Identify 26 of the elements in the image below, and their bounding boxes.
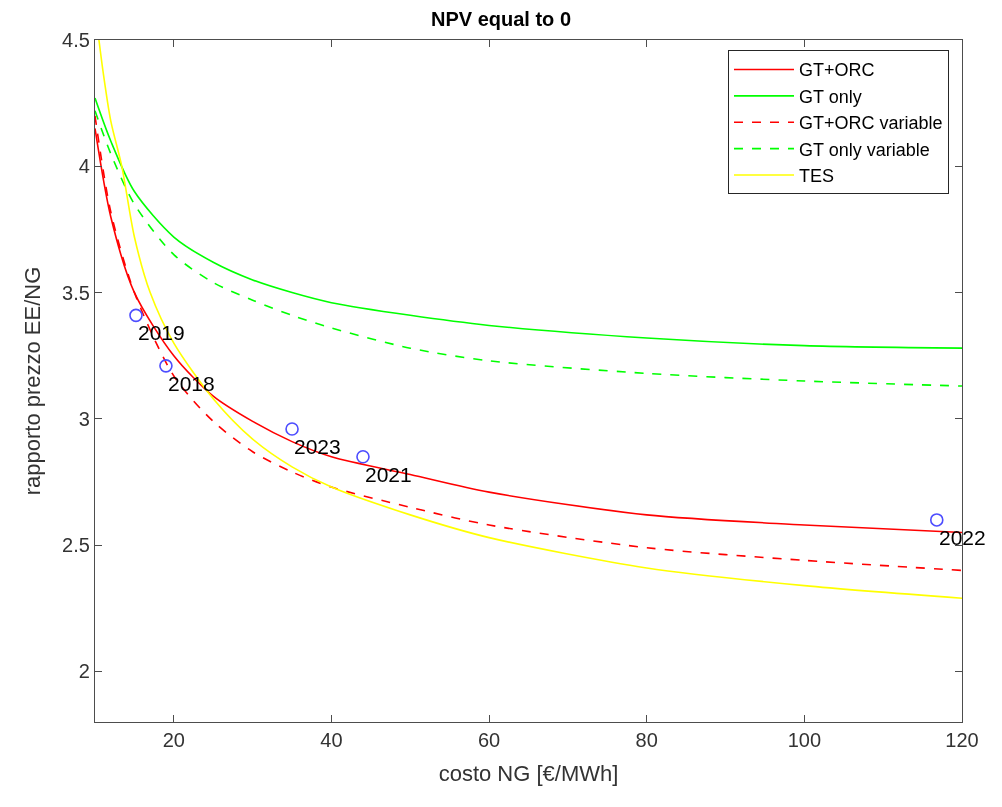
y-tick-label: 2.5 bbox=[62, 534, 90, 557]
y-tick-label: 2 bbox=[78, 660, 90, 683]
point bbox=[285, 422, 299, 436]
chart-title: NPV equal to 0 bbox=[430, 8, 572, 31]
x-tick-label: 120 bbox=[945, 729, 979, 752]
point bbox=[356, 449, 370, 464]
y-tick-label: 3 bbox=[78, 407, 90, 430]
x-tick-label: 100 bbox=[787, 729, 822, 752]
x-tick-label: 20 bbox=[162, 729, 185, 752]
annotation: 2021 bbox=[365, 463, 412, 486]
legend-label: GT+ORC variable bbox=[798, 113, 943, 134]
point bbox=[159, 359, 173, 373]
point bbox=[929, 513, 944, 527]
point bbox=[129, 308, 143, 323]
y-axis-title: rapporto prezzo EE/NG bbox=[19, 266, 45, 496]
legend-label: TES bbox=[798, 166, 835, 187]
y-tick-label: 4 bbox=[78, 155, 90, 178]
y-tick-label: 4.5 bbox=[62, 29, 90, 51]
x-axis-title: costo NG [€/MWh] bbox=[438, 761, 619, 786]
legend-label: GT only bbox=[798, 86, 862, 107]
legend-label: GT only variable bbox=[798, 139, 930, 160]
y-tick-label: 3.5 bbox=[62, 281, 90, 304]
x-tick-label: 40 bbox=[320, 729, 343, 752]
x-tick-label: 80 bbox=[635, 729, 658, 752]
legend-label: GT+ORC bbox=[798, 60, 875, 81]
x-tick-label: 60 bbox=[477, 729, 501, 752]
